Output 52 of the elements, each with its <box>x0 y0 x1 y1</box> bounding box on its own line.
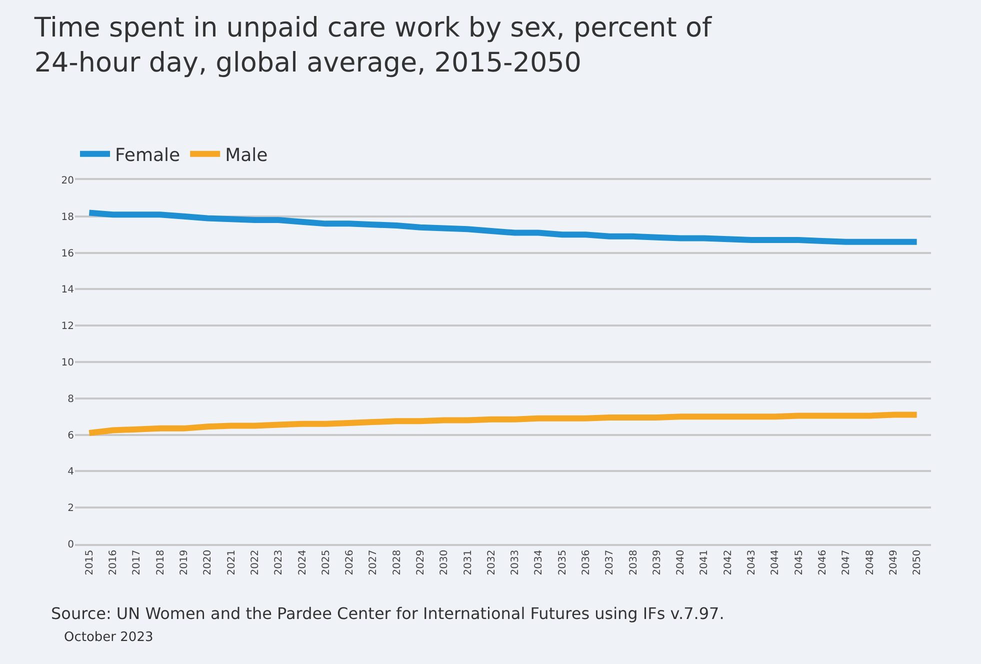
y-tick-label: 10 <box>61 358 74 368</box>
x-tick-label: 2033 <box>510 550 522 576</box>
x-tick-label: 2028 <box>392 550 403 576</box>
y-tick-label: 16 <box>61 248 74 260</box>
x-tick-label: 2036 <box>581 550 592 576</box>
x-tick-label: 2027 <box>368 550 380 576</box>
x-tick-label: 2032 <box>486 550 498 576</box>
x-tick-label: 2025 <box>320 550 332 576</box>
x-tick-label: 2050 <box>912 550 924 576</box>
x-tick-label: 2029 <box>415 550 426 576</box>
source-note: Source: UN Women and the Pardee Center for International Futures using IFs v.7.97. <box>51 604 724 623</box>
chart-title: Time spent in unpaid care work by sex, percent of 24-hour day, global average, 2015-2050 <box>33 12 713 79</box>
x-tick-label: 2049 <box>888 550 900 576</box>
x-tick-label: 2048 <box>864 550 876 576</box>
x-tick-label: 2038 <box>628 550 640 576</box>
x-tick-label: 2040 <box>676 550 687 576</box>
legend-label: Male <box>225 144 268 166</box>
x-tick-label: 2031 <box>462 550 474 576</box>
x-tick-label: 2044 <box>770 550 782 576</box>
x-tick-label: 2020 <box>202 550 214 576</box>
y-tick-label: 12 <box>61 321 74 332</box>
x-tick-label: 2045 <box>794 550 805 576</box>
y-tick-label: 18 <box>61 212 74 223</box>
text: October 2023 <box>64 630 154 645</box>
x-tick-label: 2042 <box>722 550 734 576</box>
y-tick-label: 20 <box>61 176 74 186</box>
x-tick-label: 2037 <box>604 550 616 576</box>
x-tick-label: 2039 <box>652 550 663 576</box>
x-tick-label: 2016 <box>108 550 120 576</box>
x-tick-label: 2022 <box>250 550 261 576</box>
y-tick-label: 8 <box>68 394 74 405</box>
x-tick-label: 2030 <box>439 550 450 576</box>
x-tick-label: 2023 <box>274 550 285 576</box>
x-tick-label: 2034 <box>534 550 545 576</box>
x-tick-label: 2041 <box>699 550 710 576</box>
x-tick-label: 2018 <box>155 550 166 576</box>
x-tick-label: 2026 <box>344 550 356 576</box>
x-tick-label: 2046 <box>817 550 828 576</box>
legend-label: Female <box>115 144 180 166</box>
x-tick-label: 2043 <box>746 550 758 576</box>
x-tick-label: 2015 <box>84 550 96 576</box>
y-tick-label: 0 <box>68 540 74 550</box>
y-tick-label: 6 <box>68 430 74 442</box>
x-tick-label: 2047 <box>841 550 852 576</box>
x-tick-label: 2035 <box>557 550 568 576</box>
y-tick-label: 14 <box>61 284 74 296</box>
x-tick-label: 2017 <box>132 550 143 576</box>
x-tick-label: 2021 <box>226 550 238 576</box>
x-tick-label: 2024 <box>297 550 308 576</box>
x-tick-label: 2019 <box>179 550 190 576</box>
y-tick-label: 4 <box>68 466 74 478</box>
y-tick-label: 2 <box>68 503 74 514</box>
